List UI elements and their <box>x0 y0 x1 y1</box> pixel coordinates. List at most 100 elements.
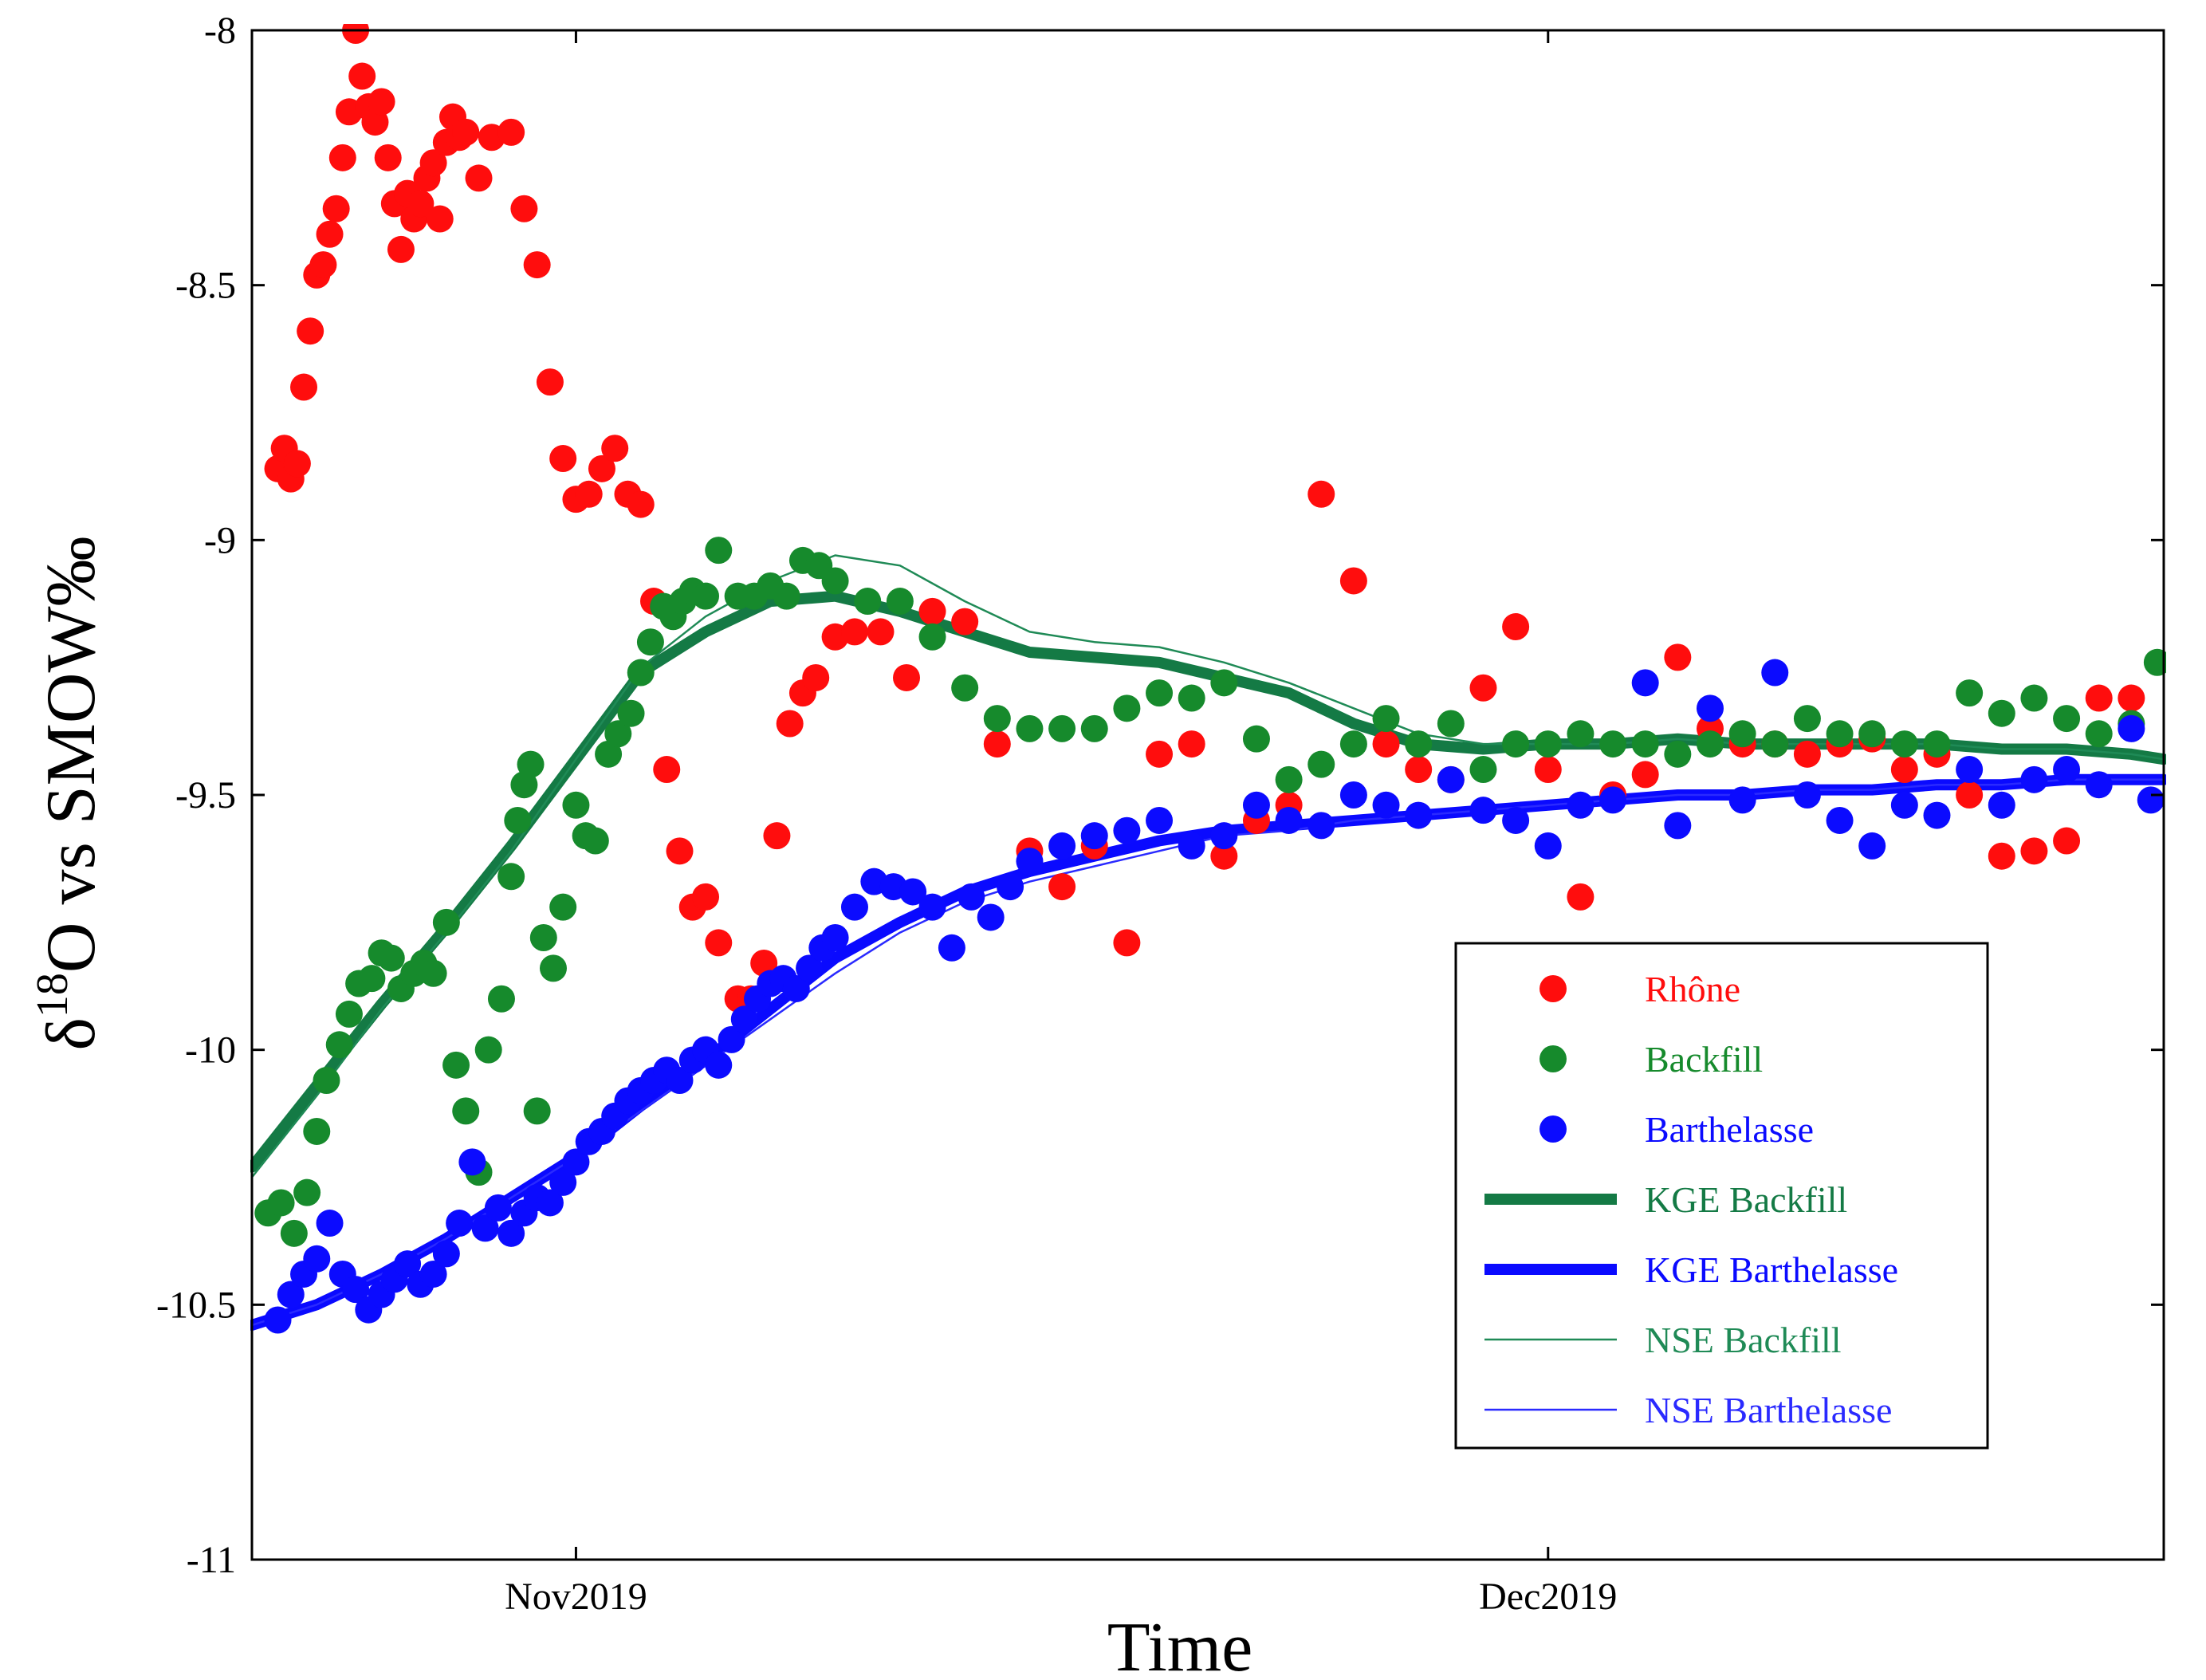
rhone-point <box>750 949 778 977</box>
backfill-point <box>419 959 447 987</box>
rhone-point <box>692 883 720 911</box>
legend-label: Barthelasse <box>1645 1109 1814 1150</box>
rhone-point <box>1405 756 1433 784</box>
backfill-point <box>529 924 557 952</box>
barthelasse-point <box>938 934 965 962</box>
backfill-point <box>280 1219 308 1247</box>
rhone-point <box>1956 781 1984 809</box>
barthelasse-point <box>562 1148 590 1176</box>
barthelasse-point <box>2118 714 2145 742</box>
rhone-point <box>452 118 480 146</box>
backfill-point <box>1664 740 1692 768</box>
backfill-point <box>2085 720 2113 748</box>
legend-item-kge_barthelasse: KGE Barthelasse <box>1484 1249 1898 1290</box>
legend-item-nse_backfill: NSE Backfill <box>1484 1320 1842 1360</box>
barthelasse-point <box>1923 801 1951 829</box>
backfill-point <box>1469 756 1497 784</box>
rhone-point <box>322 195 350 222</box>
rhone-point <box>2020 837 2048 865</box>
backfill-point <box>1502 730 1530 758</box>
y-axis-title-delta: δ <box>33 1017 110 1050</box>
rhone-point <box>426 205 454 233</box>
series-points <box>254 24 2166 1334</box>
barthelasse-point <box>840 893 868 921</box>
barthelasse-point <box>419 1260 447 1288</box>
backfill-point <box>705 537 733 565</box>
barthelasse-point <box>1469 797 1497 824</box>
y-tick-label: -10.5 <box>156 1284 236 1326</box>
rhone-point <box>1534 756 1562 784</box>
rhone-point <box>328 144 356 171</box>
rhone-point <box>653 756 681 784</box>
rhone-point <box>575 480 603 508</box>
barthelasse-point <box>342 1276 370 1304</box>
rhone-point <box>290 373 318 401</box>
legend-marker <box>1539 1115 1567 1143</box>
backfill-point <box>474 1036 502 1064</box>
barthelasse-point <box>1599 786 1627 814</box>
y-tick-label: -8.5 <box>175 265 236 307</box>
barthelasse-point <box>1631 669 1659 697</box>
backfill-point <box>1275 765 1303 793</box>
rhone-point <box>763 822 791 850</box>
series-barthelasse <box>264 659 2165 1334</box>
barthelasse-point <box>1242 791 1270 819</box>
rhone-point <box>348 62 376 90</box>
rhone-point <box>523 251 551 279</box>
y-axis-title-rest: O vs SMOW‰ <box>33 536 110 973</box>
backfill-point <box>293 1178 321 1206</box>
backfill-point <box>983 705 1011 733</box>
backfill-point <box>517 750 545 778</box>
backfill-point <box>951 674 979 702</box>
rhone-point <box>1890 756 1918 784</box>
legend-item-barthelasse: Barthelasse <box>1539 1109 1814 1150</box>
rhone-point <box>1567 883 1595 911</box>
backfill-point <box>636 628 664 656</box>
barthelasse-point <box>1178 832 1205 860</box>
barthelasse-point <box>497 1219 525 1247</box>
legend-marker <box>1539 975 1567 1002</box>
barthelasse-point <box>1372 791 1400 819</box>
rhone-point <box>407 190 435 218</box>
barthelasse-point <box>1275 806 1303 834</box>
rhone-point <box>419 149 447 177</box>
barthelasse-point <box>1437 765 1465 793</box>
barthelasse-point <box>997 873 1024 901</box>
rhone-point <box>387 235 415 263</box>
barthelasse-point <box>1502 806 1530 834</box>
rhone-point <box>1048 873 1076 901</box>
barthelasse-point <box>303 1245 331 1273</box>
rhone-point <box>951 608 979 635</box>
barthelasse-point <box>1826 806 1854 834</box>
rhone-point <box>283 450 311 478</box>
backfill-point <box>2020 684 2048 712</box>
backfill-point <box>1890 730 1918 758</box>
backfill-point <box>335 1000 363 1028</box>
barthelasse-point <box>432 1240 460 1268</box>
barthelasse-point <box>782 974 810 1002</box>
rhone-point <box>983 730 1011 758</box>
backfill-point <box>1113 694 1141 722</box>
y-tick-label: -9.5 <box>175 774 236 816</box>
barthelasse-point <box>1793 781 1821 809</box>
barthelasse-point <box>796 954 824 982</box>
barthelasse-point <box>536 1189 564 1217</box>
barthelasse-point <box>1307 812 1335 840</box>
backfill-point <box>854 588 882 616</box>
rhone-point <box>1372 730 1400 758</box>
backfill-point <box>821 567 849 595</box>
backfill-point <box>313 1067 340 1095</box>
series-backfill <box>254 537 2166 1247</box>
x-axis-ticks: Nov2019 Dec2019 <box>505 30 1617 1618</box>
legend-label: KGE Barthelasse <box>1645 1249 1898 1290</box>
rhone-point <box>2085 684 2113 712</box>
barthelasse-point <box>1534 832 1562 860</box>
legend-label: KGE Backfill <box>1645 1179 1847 1220</box>
barthelasse-point <box>394 1250 422 1278</box>
rhone-point <box>465 164 493 192</box>
backfill-point <box>692 582 720 610</box>
barthelasse-point <box>2085 771 2113 799</box>
barthelasse-point <box>1988 791 2015 819</box>
backfill-point <box>1696 730 1724 758</box>
